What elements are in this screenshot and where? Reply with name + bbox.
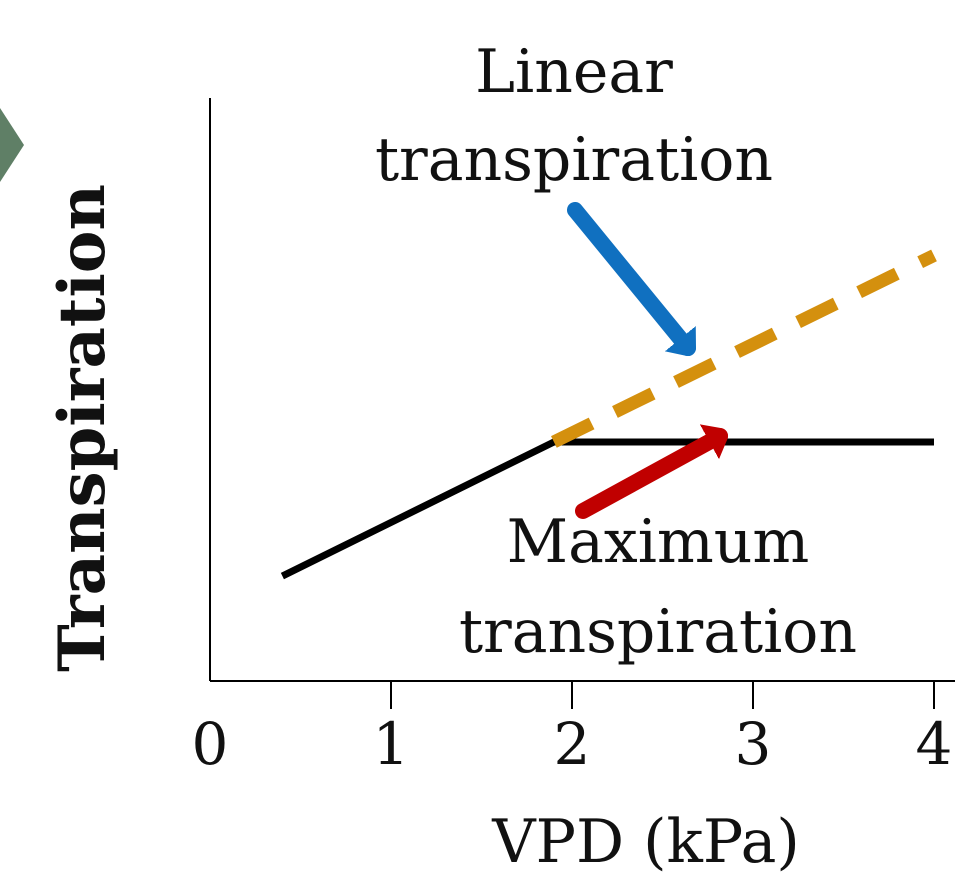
corner-diamond-marker [0,108,24,182]
annotation-max-line2: transpiration [459,597,857,667]
linear-extrapolation-dashed-line [551,249,937,448]
annotation-linear-line2: transpiration [375,125,773,195]
x-tick-label-0: 0 [192,710,229,778]
x-tick-label-4: 4 [916,710,953,778]
x-tick-label-2: 2 [554,710,591,778]
y-axis-title: Transpiration [45,184,120,672]
annotation-max-line1: Maximum [507,507,810,577]
x-axis-title: VPD (kPa) [491,807,800,877]
x-axis-ticks [390,680,935,709]
x-tick-label-3: 3 [735,710,772,778]
series-group [280,249,937,580]
maximum-transpiration-arrow [575,436,728,519]
annotation-linear-line1: Linear [475,37,673,107]
x-tick-label-1: 1 [373,710,410,778]
linear-transpiration-arrow [567,202,696,356]
x-axis-tick-labels: 0 1 2 3 4 [192,710,953,778]
